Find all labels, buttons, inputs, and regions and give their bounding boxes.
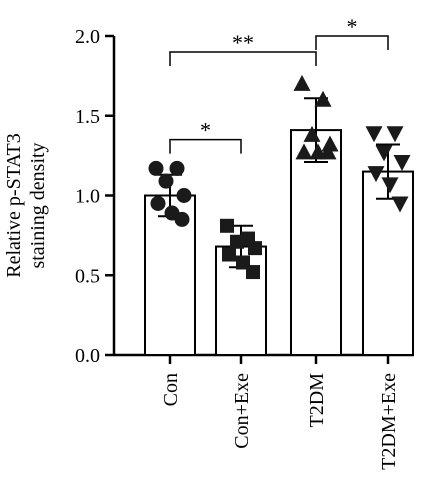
x-tick-label: Con	[160, 373, 182, 406]
data-point	[246, 265, 260, 280]
data-point	[381, 177, 399, 194]
y-tick-label: 1.0	[75, 186, 100, 208]
data-point	[303, 125, 321, 142]
x-tick-label: T2DM+Exe	[378, 373, 400, 470]
data-point	[319, 143, 337, 160]
significance-label: *	[347, 14, 358, 39]
data-point	[314, 90, 332, 107]
y-tick-label: 0.0	[75, 345, 100, 367]
data-point	[393, 155, 411, 172]
y-axis-label-line-2: staining density	[27, 142, 49, 268]
data-point	[386, 126, 404, 143]
y-tick-label: 0.5	[75, 265, 100, 287]
data-point	[365, 126, 383, 143]
data-point	[230, 234, 244, 249]
data-point	[321, 135, 339, 152]
significance-bracket	[169, 138, 242, 154]
data-point	[367, 166, 385, 183]
significance-label: *	[200, 118, 211, 143]
data-point	[391, 196, 409, 213]
data-point	[295, 143, 313, 160]
data-point	[174, 211, 190, 227]
data-point	[220, 218, 234, 233]
y-tick-label: 2.0	[75, 26, 100, 48]
significance-label: **	[232, 30, 254, 55]
y-tick-label: 1.5	[75, 106, 100, 128]
data-point	[176, 188, 192, 203]
data-point	[222, 247, 236, 262]
x-tick-label: Con+Exe	[231, 373, 253, 449]
data-point	[248, 241, 262, 256]
bar-t2dm	[290, 129, 342, 356]
data-point	[158, 173, 174, 189]
significance-bracket	[315, 35, 389, 50]
data-point	[293, 74, 311, 91]
y-axis-label: Relative p-STAT3 staining density	[3, 133, 49, 277]
data-point	[150, 195, 166, 211]
data-point	[375, 145, 393, 162]
y-axis-label-line-1: Relative p-STAT3	[3, 133, 25, 277]
x-tick-label: T2DM	[306, 373, 328, 428]
data-point	[169, 160, 185, 176]
data-point	[148, 160, 164, 176]
significance-bracket	[169, 51, 317, 66]
